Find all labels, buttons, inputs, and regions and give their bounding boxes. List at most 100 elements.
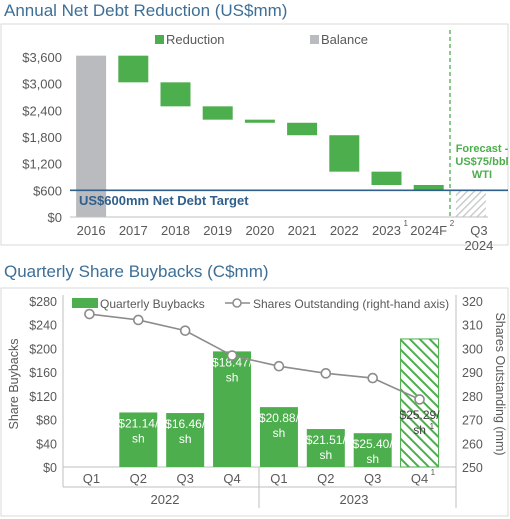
x-tick-label: Q1 [83,471,100,486]
shares-outstanding-point [133,314,144,326]
x-tick-label: 2017 [119,223,148,238]
y-tick-label: $280 [29,295,57,309]
y-tick-label: $120 [29,390,57,404]
x-tick-label: Q3 [177,471,194,486]
shares-outstanding-point [226,350,238,361]
y2-tick-label: 270 [462,414,483,428]
shares-outstanding-point [414,394,425,405]
y2-tick-label: 310 [462,319,483,333]
legend-reduction-swatch [155,35,164,44]
x-tick-superscript: 1 [404,219,409,228]
reduction-bar [413,185,444,191]
y-tick-label: $1,200 [22,157,62,172]
shares-outstanding-point [320,368,332,379]
x-tick-superscript: 2 [450,219,455,228]
bar-label: sh [273,426,286,440]
legend-balance-swatch [310,35,319,44]
x-tick-label: 2021 [288,223,317,238]
chart1-frame [0,23,509,246]
bar-label: sh [319,448,332,462]
reduction-bar [287,122,318,136]
bar-label: $18.47/ [212,355,253,369]
x-tick-label: 2016 [77,223,106,238]
y2-tick-label: 250 [462,461,483,475]
reduction-bar [202,106,233,120]
bar-label: $20.88/ [259,411,300,425]
x-tick-label: 2023 [372,223,401,238]
legend-shares-label: Shares Outstanding (right-hand axis) [253,297,449,311]
shares-outstanding-point [179,325,191,336]
y-tick-label: $200 [29,342,57,356]
y-tick-label: $40 [36,437,57,451]
bar-label: $25.29/ [400,408,441,422]
y2-axis-label: Shares Outstanding (mm) [493,312,507,455]
y2-tick-label: 260 [462,437,483,451]
legend-shares-marker [232,298,242,308]
bar-label: sh [226,370,239,384]
forecast-balance-bar [455,190,486,217]
shares-outstanding-point [367,372,378,384]
x-tick-label: Q4 [223,471,240,486]
reduction-bar [118,55,149,83]
y-tick-label: $3,000 [22,77,62,92]
x-tick-label: 2022 [330,223,359,238]
shares-outstanding-line [89,313,420,401]
shares-outstanding-point [84,308,95,320]
legend-balance-label: Balance [321,32,368,47]
x-tick-label: Q3 [364,471,381,486]
bar-label: sh [132,431,145,445]
x-tick-label: Q3 [470,223,487,238]
y-tick-label: $240 [29,319,57,333]
x-tick-label: Q1 [270,471,287,486]
buyback-bar [259,407,298,467]
x-tick-label: Q2 [317,471,334,486]
reduction-bar [371,171,402,185]
year-label: 2022 [151,492,180,507]
shares-outstanding-point [273,360,285,372]
x-tick-label: Q2 [130,471,147,486]
bar-label: $21.51/ [306,433,347,447]
chart-title-net-debt: Annual Net Debt Reduction (US$mm) [4,1,288,20]
buyback-bar [306,429,345,467]
bar-label: $25.40/ [353,437,394,451]
bar-label: sh [366,452,379,466]
x-tick-label: 2018 [161,223,190,238]
buyback-bar [353,433,392,467]
buyback-bar [213,351,252,467]
y-tick-label: $1,800 [22,130,62,145]
y-tick-label: $600 [33,183,62,198]
buyback-bar [166,413,205,467]
bar-label: sh [413,423,426,437]
y-axis-label: Share Buybacks [7,338,21,429]
legend-reduction-label: Reduction [166,32,225,47]
forecast-label: Forecast - [456,143,509,155]
buyback-bar [119,412,158,467]
x-tick-label: 2024 [464,238,493,253]
y-tick-label: $2,400 [22,103,62,118]
y-tick-label: $80 [36,414,57,428]
net-debt-target-label: US$600mm Net Debt Target [79,193,249,208]
x-tick-label: 2024F [410,223,447,238]
legend-buybacks-label: Quarterly Buybacks [100,297,205,311]
y-tick-label: $0 [43,461,57,475]
bar-label: sh [179,432,192,446]
y-tick-label: $0 [48,210,62,225]
chart2-frame [0,287,509,517]
y2-tick-label: 320 [462,295,483,309]
chart-title-buybacks: Quarterly Share Buybacks (C$mm) [4,262,269,281]
reduction-bar [160,82,191,107]
reduction-bar [244,119,275,123]
x-tick-label: Q4 [411,471,428,486]
y-tick-label: $160 [29,366,57,380]
y2-tick-label: 280 [462,390,483,404]
year-label: 2023 [340,492,369,507]
legend-buybacks-swatch [72,298,98,308]
bar-label-superscript: 1 [430,422,435,431]
reduction-bar [329,135,360,172]
bar-label: $21.14/ [118,416,159,430]
x-tick-superscript: 1 [431,468,436,477]
y2-tick-label: 300 [462,342,483,356]
bar-label: $16.46/ [165,417,206,431]
forecast-label: US$75/bbl [455,156,508,168]
